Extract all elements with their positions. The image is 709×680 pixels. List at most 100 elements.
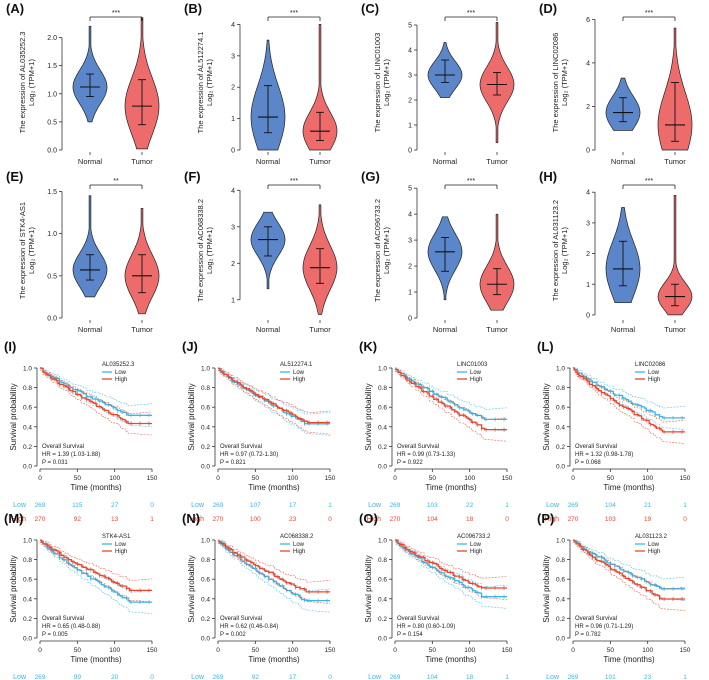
km-curve-high: [40, 367, 152, 425]
x-tick-label: 0: [571, 475, 575, 482]
x-tick-label: 50: [429, 647, 437, 654]
hazard-ratio: HR = 0.62 (0.46-0.84): [220, 624, 278, 630]
risk-number-high: 100: [250, 516, 261, 523]
y-tick-label: 4: [408, 48, 412, 55]
y-tick-label: 1.0: [378, 366, 387, 373]
y-tick-label: 0.4: [23, 596, 32, 603]
risk-number-low: 1: [505, 502, 509, 509]
y-tick-label: 0.4: [201, 596, 210, 603]
y-tick-label: 0.8: [23, 557, 32, 564]
y-tick-label: 1: [586, 282, 590, 289]
x-tick-label: 50: [429, 475, 437, 482]
legend-low-label: Low: [293, 370, 305, 376]
x-tick-label: 50: [607, 647, 615, 654]
x-tick-label: 50: [607, 475, 615, 482]
x-tick-label: Normal: [78, 157, 103, 166]
y-tick-label: 0.0: [378, 464, 387, 471]
x-tick-label: 150: [147, 475, 158, 482]
risk-number-low: 107: [250, 502, 261, 509]
y-tick-label: 2: [408, 264, 412, 271]
significance-label: **: [113, 178, 119, 185]
x-tick-label: 150: [680, 647, 691, 654]
y-tick-label: 4: [408, 212, 412, 219]
km-ci-upper-high: [395, 539, 508, 579]
y-tick-label: 4: [231, 188, 235, 195]
y-tick-label: 0.0: [47, 316, 57, 323]
legend-low-label: Low: [470, 370, 482, 376]
risk-number-high: 0: [505, 516, 509, 523]
significance-label: ***: [645, 10, 653, 17]
y-axis-label: Survival probability: [542, 555, 551, 622]
km-ci-upper-low: [218, 367, 331, 415]
y-axis-label: The expression of STK4-AS1: [18, 202, 27, 299]
y-axis-label-sub: Log₂ (TPM+1): [27, 59, 36, 106]
y-axis-label-sub: Log₂ (TPM+1): [382, 59, 391, 106]
y-tick-label: 1.5: [47, 189, 57, 196]
p-value: P = 0.154: [397, 632, 423, 638]
significance-label: ***: [645, 178, 653, 185]
y-tick-label: 0: [408, 316, 412, 323]
risk-row-low-label: Low: [368, 502, 382, 509]
y-tick-label: 3: [231, 53, 235, 60]
y-tick-label: 3: [408, 238, 412, 245]
y-tick-label: 0.4: [378, 596, 387, 603]
risk-row-low-label: Low: [546, 502, 560, 509]
risk-number-low: 269: [213, 674, 224, 680]
risk-number-low: 1: [328, 502, 332, 509]
km-ci-upper-low: [395, 367, 508, 410]
y-tick-label: 1.0: [23, 366, 32, 373]
risk-number-high: 103: [605, 516, 616, 523]
risk-number-low: 0: [328, 674, 332, 680]
y-axis-label-sub: Log₂ (TPM+1): [382, 227, 391, 274]
km-ci-lower-low: [395, 541, 508, 609]
y-axis-label: The expression of AL512274.1: [196, 32, 205, 134]
y-axis-label-sub: Log₂ (TPM+1): [27, 227, 36, 274]
y-tick-label: 1: [231, 116, 235, 123]
legend-high-label: High: [293, 377, 305, 383]
risk-number-high: 270: [213, 516, 224, 523]
x-tick-label: 150: [325, 475, 336, 482]
risk-number-low: 269: [568, 502, 579, 509]
x-tick-label: Normal: [78, 325, 103, 334]
x-axis-label: Time (months): [70, 483, 122, 492]
y-tick-label: 2: [231, 85, 235, 92]
violin-panel: (G) 0 1 2 3 4 5 The expression of AC096733.2 Log…: [361, 169, 515, 334]
risk-number-low: 27: [111, 502, 119, 509]
x-tick-label: Tumor: [309, 157, 331, 166]
x-tick-label: 150: [147, 647, 158, 654]
km-curve-high: [573, 367, 685, 433]
risk-number-low: 269: [35, 674, 46, 680]
km-ci-lower-low: [573, 369, 686, 430]
risk-number-low: 1: [683, 674, 687, 680]
hazard-ratio: HR = 0.96 (0.71-1.29): [575, 624, 633, 630]
x-tick-label: Tumor: [486, 157, 508, 166]
risk-number-low: 23: [644, 674, 652, 680]
risk-number-low: 17: [289, 502, 297, 509]
km-ci-upper-low: [573, 367, 686, 409]
y-axis-label: Survival probability: [9, 383, 18, 450]
y-tick-label: 1.0: [556, 538, 565, 545]
x-axis-label: Time (months): [425, 655, 477, 664]
km-ci-lower-high: [573, 541, 686, 611]
y-tick-label: 0.2: [378, 444, 387, 451]
y-tick-label: 0.6: [556, 577, 565, 584]
x-tick-label: Tumor: [131, 157, 153, 166]
y-tick-label: 1.0: [201, 366, 210, 373]
risk-number-high: 13: [111, 516, 119, 523]
y-tick-label: 0.0: [23, 636, 32, 643]
violin-tumor: [302, 24, 338, 151]
y-tick-label: 0.2: [23, 616, 32, 623]
hazard-ratio: HR = 0.97 (0.72-1.30): [220, 452, 278, 458]
x-tick-label: Normal: [256, 157, 281, 166]
y-tick-label: 0.0: [23, 464, 32, 471]
y-axis-label-sub: Log₂ (TPM+1): [205, 59, 214, 106]
risk-number-low: 21: [644, 502, 652, 509]
y-tick-label: 0.5: [47, 119, 57, 126]
x-tick-label: Normal: [611, 157, 636, 166]
x-tick-label: Tumor: [131, 325, 153, 334]
p-value: P = 0.922: [397, 460, 423, 466]
x-tick-label: 50: [74, 647, 82, 654]
x-tick-label: 100: [464, 475, 475, 482]
violin-panel: (H) 0 1 2 3 4 The expression of AL031123.2 Log₂…: [539, 169, 693, 334]
legend-high-label: High: [648, 377, 660, 383]
